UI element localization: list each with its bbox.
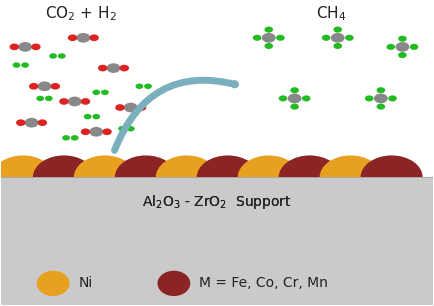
- Text: CO$_2$ + H$_2$: CO$_2$ + H$_2$: [45, 4, 116, 23]
- Circle shape: [262, 33, 276, 43]
- Circle shape: [276, 35, 285, 41]
- Circle shape: [398, 52, 407, 58]
- Circle shape: [49, 53, 57, 59]
- FancyArrowPatch shape: [115, 80, 235, 151]
- Circle shape: [264, 43, 273, 49]
- Circle shape: [16, 119, 26, 126]
- Circle shape: [302, 95, 311, 102]
- Circle shape: [395, 42, 409, 52]
- Circle shape: [144, 84, 152, 89]
- Circle shape: [36, 96, 44, 101]
- Circle shape: [38, 119, 47, 126]
- Circle shape: [62, 135, 70, 140]
- Circle shape: [98, 65, 108, 71]
- Circle shape: [124, 103, 138, 112]
- Circle shape: [84, 114, 92, 119]
- Circle shape: [197, 155, 259, 199]
- Circle shape: [290, 87, 299, 93]
- Circle shape: [386, 44, 395, 50]
- Circle shape: [31, 43, 41, 50]
- Circle shape: [50, 83, 60, 90]
- Circle shape: [238, 155, 300, 199]
- Circle shape: [18, 42, 32, 52]
- Text: Al$_2$O$_3$ - ZrO$_2$  Support: Al$_2$O$_3$ - ZrO$_2$ Support: [142, 192, 292, 211]
- Circle shape: [68, 97, 82, 106]
- Circle shape: [59, 98, 69, 105]
- Circle shape: [13, 62, 20, 68]
- Circle shape: [33, 155, 95, 199]
- Circle shape: [118, 126, 126, 132]
- Circle shape: [127, 126, 135, 132]
- Ellipse shape: [37, 271, 69, 296]
- Circle shape: [101, 90, 109, 95]
- Circle shape: [119, 65, 129, 71]
- Circle shape: [74, 155, 136, 199]
- Circle shape: [374, 94, 388, 103]
- Circle shape: [81, 129, 90, 135]
- Text: Ni: Ni: [78, 276, 92, 290]
- Circle shape: [345, 35, 354, 41]
- Circle shape: [38, 81, 51, 91]
- Circle shape: [45, 96, 53, 101]
- Circle shape: [107, 63, 120, 73]
- Circle shape: [21, 62, 29, 68]
- Circle shape: [377, 103, 385, 110]
- Circle shape: [92, 90, 100, 95]
- Circle shape: [322, 35, 330, 41]
- Circle shape: [115, 104, 125, 111]
- Circle shape: [288, 94, 302, 103]
- Circle shape: [89, 35, 99, 41]
- Circle shape: [68, 35, 77, 41]
- Circle shape: [365, 95, 374, 102]
- Text: CH$_4$: CH$_4$: [316, 4, 347, 23]
- Circle shape: [71, 135, 79, 140]
- Circle shape: [331, 33, 345, 43]
- Circle shape: [25, 118, 39, 128]
- Circle shape: [333, 43, 342, 49]
- Circle shape: [135, 84, 143, 89]
- Circle shape: [102, 129, 112, 135]
- Circle shape: [333, 27, 342, 33]
- Text: M = Fe, Co, Cr, Mn: M = Fe, Co, Cr, Mn: [199, 276, 328, 290]
- Circle shape: [137, 104, 146, 111]
- Bar: [1, 177, 433, 226]
- Circle shape: [0, 155, 54, 199]
- Bar: [1, 177, 433, 304]
- Circle shape: [92, 114, 100, 119]
- Text: Al$_2$O$_3$ - ZrO$_2$  Support: Al$_2$O$_3$ - ZrO$_2$ Support: [142, 192, 292, 211]
- Circle shape: [81, 98, 90, 105]
- Circle shape: [156, 155, 218, 199]
- Circle shape: [279, 95, 287, 102]
- Circle shape: [10, 43, 19, 50]
- Circle shape: [361, 155, 423, 199]
- Circle shape: [388, 95, 397, 102]
- Circle shape: [377, 87, 385, 93]
- Circle shape: [115, 155, 177, 199]
- Circle shape: [89, 127, 103, 136]
- Circle shape: [58, 53, 66, 59]
- Circle shape: [410, 44, 418, 50]
- Circle shape: [253, 35, 261, 41]
- Circle shape: [279, 155, 341, 199]
- Circle shape: [319, 155, 382, 199]
- Circle shape: [76, 33, 90, 43]
- Circle shape: [398, 36, 407, 42]
- Ellipse shape: [158, 271, 190, 296]
- Circle shape: [290, 103, 299, 110]
- Circle shape: [264, 27, 273, 33]
- Circle shape: [29, 83, 39, 90]
